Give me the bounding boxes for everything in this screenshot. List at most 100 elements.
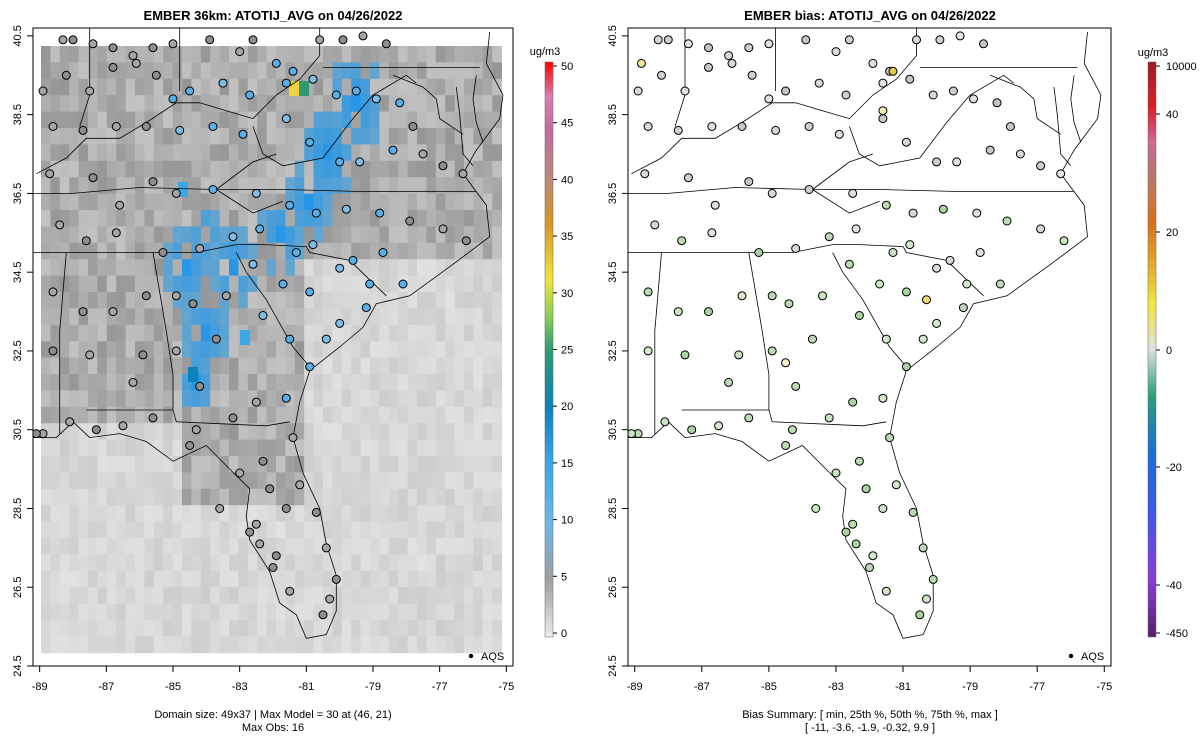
grid-cell [200,259,211,276]
grid-cell [238,505,249,522]
grid-cell [266,423,277,440]
grid-cell [200,242,211,260]
grid-cell [238,390,249,408]
grid-cell [407,341,418,358]
grid-cell [398,160,408,178]
grid-cell [285,406,296,424]
grid-cell [153,538,164,555]
y-tick-label: 38.5 [607,104,619,125]
grid-cell [379,472,390,490]
grid-cell [172,95,183,112]
bias-marker [650,220,660,230]
grid-cell [97,570,108,588]
grid-cell [454,439,465,457]
grid-cell [247,62,258,80]
grid-cell [210,160,220,178]
boundary-line [235,252,311,367]
grid-cell [379,324,390,342]
grid-cell [210,603,220,621]
site-marker [355,157,365,167]
right-colorbar-gradient [1147,61,1157,638]
grid-cell [435,177,446,194]
grid-cell [294,374,305,391]
grid-cell [398,242,408,260]
grid-cell [41,357,51,375]
bias-marker [865,563,874,572]
grid-cell [341,160,352,178]
grid-cell [379,341,390,358]
grid-cell [50,357,61,375]
grid-cell [313,78,324,96]
grid-cell [435,292,446,309]
grid-cell [144,324,155,342]
grid-cell [388,570,399,588]
grid-cell [388,488,399,506]
grid-cell [210,357,220,375]
grid-cell [285,603,296,621]
grid-cell [88,554,98,572]
grid-cell [379,275,390,293]
grid-cell [191,406,202,424]
grid-cell [454,62,465,80]
grid-cell [41,587,51,604]
site-marker [268,563,278,572]
grid-cell [360,603,371,621]
grid-cell [323,488,333,506]
grid-cell [88,193,98,211]
grid-cell [492,226,502,244]
grid-cell [200,341,211,358]
x-tick-label: -75 [1096,681,1112,693]
grid-cell [247,95,258,112]
grid-cell [200,620,211,637]
grid-cell [172,144,183,162]
grid-cell [266,521,277,539]
grid-cell [492,357,502,375]
y-tick-label: 32.5 [12,340,24,361]
grid-cell [341,341,352,358]
grid-cell [332,390,343,408]
grid-cell [276,341,286,358]
grid-cell [229,177,239,194]
grid-cell [445,406,455,424]
left-y-axis: 40.538.536.534.532.530.528.526.524.5 [12,25,33,677]
grid-cell-high [178,182,188,197]
grid-cell [200,554,211,572]
grid-cell [172,374,183,391]
grid-cell [41,554,51,572]
grid-cell [379,521,390,539]
grid-cell [153,439,164,457]
grid-cell [88,521,98,539]
bias-marker [915,610,925,620]
grid-cell [285,554,296,572]
grid-cell [116,570,126,588]
grid-cell [182,603,192,621]
grid-cell [238,570,249,588]
grid-cell [323,341,333,358]
grid-cell [398,111,408,129]
grid-cell [332,308,343,326]
boundary-line [86,409,290,427]
grid-cell [323,193,333,211]
bias-marker [962,279,972,289]
colorbar-tick-label: -40 [1166,580,1182,592]
grid-cell [473,456,484,473]
grid-cell [257,406,267,424]
grid-cell [219,341,230,358]
grid-cell [332,160,343,178]
site-marker [288,433,298,443]
grid-cell [144,587,155,604]
bias-marker [787,425,797,435]
grid-cell [200,111,211,129]
grid-cell [163,406,173,424]
grid-cell [163,324,173,342]
grid-cell [210,423,220,440]
site-marker [138,350,148,360]
bias-marker [824,232,834,242]
grid-cell [69,488,79,506]
grid-cell [398,390,408,408]
site-marker [111,228,121,238]
grid-cell [482,505,493,522]
grid-cell [182,341,192,358]
grid-cell [360,324,371,342]
bias-marker [861,484,871,494]
